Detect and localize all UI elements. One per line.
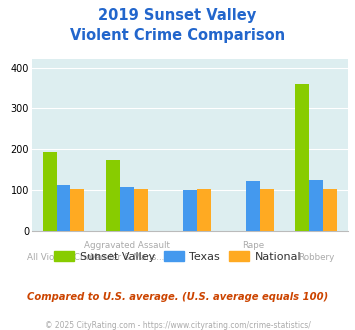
Text: © 2025 CityRating.com - https://www.cityrating.com/crime-statistics/: © 2025 CityRating.com - https://www.city… <box>45 321 310 330</box>
Text: Rape: Rape <box>242 241 264 250</box>
Bar <box>106 159 120 231</box>
Bar <box>43 152 56 231</box>
Bar <box>134 189 148 231</box>
Bar <box>260 189 274 231</box>
Bar <box>71 189 84 231</box>
Bar <box>183 190 197 231</box>
Bar <box>197 189 211 231</box>
Legend: Sunset Valley, Texas, National: Sunset Valley, Texas, National <box>49 247 306 267</box>
Bar <box>120 187 134 231</box>
Bar <box>323 189 337 231</box>
Text: Aggravated Assault: Aggravated Assault <box>84 241 170 250</box>
Text: Violent Crime Comparison: Violent Crime Comparison <box>70 28 285 43</box>
Bar <box>56 185 71 231</box>
Text: 2019 Sunset Valley: 2019 Sunset Valley <box>98 8 257 23</box>
Text: Robbery: Robbery <box>298 253 334 262</box>
Bar <box>309 180 323 231</box>
Text: All Violent Crime: All Violent Crime <box>27 253 100 262</box>
Bar <box>246 181 260 231</box>
Bar <box>295 84 309 231</box>
Text: Compared to U.S. average. (U.S. average equals 100): Compared to U.S. average. (U.S. average … <box>27 292 328 302</box>
Text: Murder & Mans...: Murder & Mans... <box>89 253 164 262</box>
